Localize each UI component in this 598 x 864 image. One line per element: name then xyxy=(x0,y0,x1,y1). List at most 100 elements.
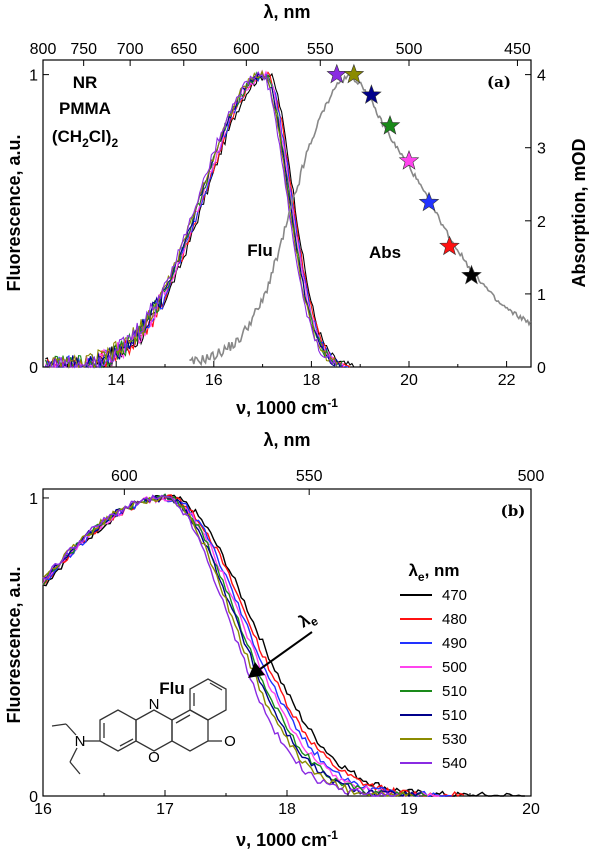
legend-label-7: 540 xyxy=(442,755,467,772)
panel-b-bottom-axis-label: ν, 1000 cm-1 xyxy=(236,828,338,850)
panel-b-toptick-label-1: 550 xyxy=(296,468,323,485)
solvent-base: (CH xyxy=(52,127,82,146)
dbl-3 xyxy=(175,714,191,724)
dbl-2 xyxy=(119,738,134,747)
panel-a-ytick-label-0: 0 xyxy=(29,360,38,377)
panel-a-flu-label: Flu xyxy=(247,241,273,260)
panel-a-toptick-label-2: 700 xyxy=(117,41,144,58)
panel-b-tag: (b) xyxy=(501,502,526,520)
atom-o-ring: O xyxy=(148,749,160,766)
panel-a-xtick-label-4: 22 xyxy=(498,372,516,389)
excitation-star-470 xyxy=(461,264,482,285)
panel-b-flu-series-480 xyxy=(42,494,465,798)
panel-a-toptick-label-0: 800 xyxy=(30,41,57,58)
panel-a-toptick-label-4: 600 xyxy=(233,41,260,58)
nile-red-structure xyxy=(51,678,227,775)
lambda-e-arrow xyxy=(255,631,313,673)
lambda-e-arrow-label: λe xyxy=(296,607,321,634)
panel-b-left-axis-label: Fluorescence, a.u. xyxy=(4,566,24,723)
panel-a-ytick-label-1: 1 xyxy=(29,68,38,85)
panel-a-xtick-label-0: 14 xyxy=(107,372,125,389)
panel-a-xtick-label-1: 16 xyxy=(205,372,223,389)
legend: 470 480 490 500 510 510 530 540 xyxy=(400,587,467,772)
solvent-sub2: 2 xyxy=(111,136,118,150)
panel-b-xtick-label-0: 16 xyxy=(34,801,52,818)
excitation-star-520 xyxy=(361,84,382,104)
panel-a-rtick-label-4: 4 xyxy=(537,68,546,85)
panel-a-bottom-axis-label-sup: -1 xyxy=(327,396,338,410)
ethyl-2b xyxy=(69,761,81,775)
panel-a-rtick-label-0: 0 xyxy=(537,360,546,377)
panel-b-flu-label: Flu xyxy=(159,679,185,698)
panel-a-left-axis-label: Fluorescence, a.u. xyxy=(4,134,24,291)
excitation-star-500 xyxy=(398,150,420,170)
panel-a-toptick-label-7: 450 xyxy=(504,41,531,58)
atom-o-carbonyl: O xyxy=(224,733,236,750)
excitation-star-490 xyxy=(418,191,440,212)
legend-label-6: 530 xyxy=(442,731,467,748)
panel-b-flu-series-530 xyxy=(42,495,413,798)
panel-b-flu-series-510 xyxy=(42,494,422,798)
legend-title-sub: e xyxy=(418,570,425,584)
panel-b-top-axis-label: λ, nm xyxy=(263,430,310,450)
legend-title-base: λ xyxy=(408,561,418,580)
legend-label-4: 510 xyxy=(442,683,467,700)
panel-b-ticks: 16 17 18 19 20 600 550 500 0 1 xyxy=(29,468,544,818)
panel-a-bottom-axis-label: ν, 1000 cm-1 xyxy=(236,396,338,418)
ethyl-1b xyxy=(51,723,67,727)
panel-b-flu-series-490 xyxy=(42,496,452,797)
ethyl-1a xyxy=(65,723,77,736)
legend-label-1: 480 xyxy=(442,611,467,628)
panel-a-tag: (a) xyxy=(487,73,511,91)
ring-right xyxy=(171,709,209,752)
excitation-star-480 xyxy=(439,235,460,256)
ring-top xyxy=(189,678,227,721)
atom-n-amine: N xyxy=(75,733,86,750)
excitation-star-530 xyxy=(343,63,365,84)
ring-center xyxy=(135,709,173,752)
panel-a-bottom-axis-label-main: ν, 1000 cm xyxy=(236,398,327,418)
ring-left xyxy=(99,709,137,752)
panel-b-xtick-label-1: 17 xyxy=(156,801,174,818)
solvent-mid: Cl) xyxy=(89,127,112,146)
absorption-curve xyxy=(189,72,532,367)
panel-a-xtick-label-3: 20 xyxy=(400,372,418,389)
legend-label-0: 470 xyxy=(442,587,467,604)
panel-b-ytick-label-1: 1 xyxy=(29,491,38,508)
panel-a-abs-label: Abs xyxy=(369,243,401,262)
legend-label-2: 490 xyxy=(442,635,467,652)
panel-b-xtick-label-4: 20 xyxy=(522,801,540,818)
panel-b-bottom-axis-label-main: ν, 1000 cm xyxy=(236,830,327,850)
sample-label-nr: NR xyxy=(73,73,98,92)
legend-label-3: 500 xyxy=(442,659,467,676)
panel-a-rtick-label-1: 1 xyxy=(537,287,546,304)
solvent-sub1: 2 xyxy=(82,136,89,150)
panel-b-xtick-label-2: 18 xyxy=(278,801,296,818)
panel-a-curves xyxy=(44,63,532,370)
panel-b-toptick-label-2: 500 xyxy=(518,468,545,485)
legend-label-5: 510 xyxy=(442,707,467,724)
panel-b-xtick-label-3: 19 xyxy=(400,801,418,818)
atom-n-ring: N xyxy=(149,696,160,713)
legend-title-unit: , nm xyxy=(425,561,460,580)
panel-a-frame xyxy=(42,59,532,368)
lambda-e-arrowhead xyxy=(248,662,265,678)
panel-a-rtick-label-3: 3 xyxy=(537,141,546,158)
ethyl-2a xyxy=(69,747,78,763)
dbl-5 xyxy=(209,682,223,691)
panel-a-toptick-label-1: 750 xyxy=(70,41,97,58)
panel-b-toptick-label-0: 600 xyxy=(111,468,138,485)
legend-title: λe, nm xyxy=(408,561,459,584)
panel-a-toptick-label-3: 650 xyxy=(170,41,197,58)
solvent-label: (CH2Cl)2 xyxy=(52,127,119,150)
panel-b-flu-series-540 xyxy=(42,494,398,797)
panel-a-toptick-label-5: 550 xyxy=(307,41,334,58)
panel-b-bottom-axis-label-sup: -1 xyxy=(327,828,338,842)
excitation-star-510 xyxy=(379,114,401,135)
panel-a-rtick-label-2: 2 xyxy=(537,214,546,231)
panel-a-right-axis-label: Absorption, mOD xyxy=(569,139,589,288)
panel-a-toptick-label-6: 500 xyxy=(396,41,423,58)
